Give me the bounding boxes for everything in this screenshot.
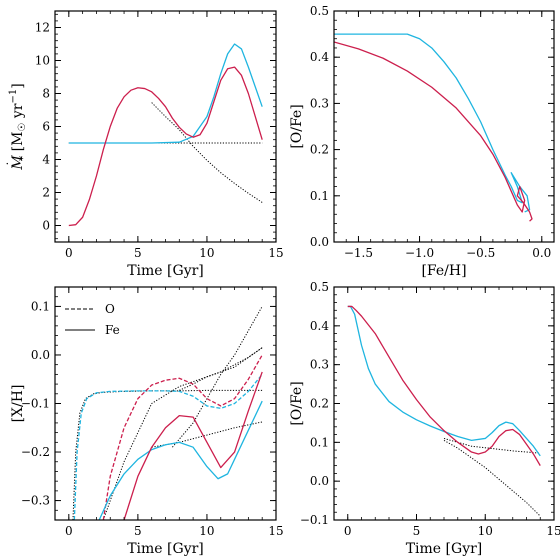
y-tick-label: 0.5 [310, 280, 329, 294]
series-group [68, 43, 263, 227]
y-label-sub: * [18, 156, 29, 161]
plot-frame [333, 286, 555, 521]
x-tick-label: 10 [199, 524, 214, 538]
y-axis-label: [O/Fe] [289, 381, 305, 425]
y-label-unit-tail: yr [10, 103, 26, 122]
legend: O Fe [65, 302, 120, 337]
y-tick-label: −0.3 [21, 494, 50, 508]
y-label-exp: −1 [8, 89, 19, 104]
series-group [72, 306, 263, 520]
y-tick-label: 4 [42, 153, 50, 167]
x-axis-label: Time [Gyr] [406, 541, 483, 557]
x-tick-label: −1.5 [344, 246, 373, 260]
x-tick-label: 0 [65, 524, 73, 538]
y-tick-label: 0 [42, 219, 50, 233]
y-tick-label: 0.1 [310, 189, 329, 203]
y-tick-label: 0.4 [310, 319, 329, 333]
series-group [347, 305, 541, 517]
series-line-black-dotted-0 [72, 389, 263, 520]
x-axis-label: Time [Gyr] [127, 263, 204, 279]
plot-frame [54, 10, 277, 243]
plot-frame [333, 10, 555, 243]
x-tick-label: 5 [134, 524, 142, 538]
y-tick-label: 0.2 [310, 397, 329, 411]
series-line-red-solid-8 [123, 371, 263, 520]
series-line-black-dotted-2 [102, 347, 263, 520]
y-tick-label: 0.3 [310, 96, 329, 110]
x-axis-label: [Fe/H] [421, 263, 466, 279]
y-tick-label: −0.1 [21, 397, 50, 411]
y-label-dot: · [1, 162, 14, 166]
legend-label: O [105, 302, 115, 316]
series-line-cyan-solid-7 [98, 400, 263, 520]
x-tick-label: 5 [413, 524, 421, 538]
series-line-black-dotted-1 [151, 102, 263, 203]
series-line-cyan-dashed-5 [73, 373, 263, 520]
y-tick-label: 0.0 [31, 348, 50, 362]
x-tick-label: 10 [478, 524, 493, 538]
legend-label: Fe [105, 323, 120, 337]
x-tick-label: 5 [134, 246, 142, 260]
y-tick-label: 0.2 [310, 143, 329, 157]
x-tick-label: 15 [268, 246, 283, 260]
series-line-cyan-solid-0 [334, 33, 531, 213]
y-tick-label: 0.1 [310, 435, 329, 449]
x-tick-label: 0 [65, 246, 73, 260]
x-tick-label: 10 [199, 246, 214, 260]
series-line-red-solid-3 [347, 305, 541, 466]
y-tick-label: 8 [42, 87, 50, 101]
plot-frame [54, 286, 277, 521]
y-tick-label: 0.0 [310, 235, 329, 249]
y-tick-label: 2 [42, 186, 50, 200]
x-tick-label: −1.0 [405, 246, 434, 260]
y-tick-label: 10 [35, 54, 50, 68]
series-line-cyan-solid-2 [68, 43, 263, 144]
y-label-close: ] [10, 83, 26, 88]
series-line-black-dotted-1 [443, 439, 541, 517]
panel-bottom-left: 0 5 10 15 −0.3 −0.2 −0.1 0.0 0.1 Time [Gyr] [X/H] O… [10, 286, 284, 557]
panel-top-right: −1.5 −1.0 −0.5 0.0 0.0 0.1 0.2 0.3 0.4 0.5 [Fe/H] [… [289, 4, 555, 279]
x-axis-label: Time [Gyr] [127, 541, 204, 557]
y-tick-label: 0.0 [310, 474, 329, 488]
x-tick-label: 0.0 [532, 246, 551, 260]
y-tick-label: −0.1 [300, 513, 329, 527]
panel-top-left: 0 5 10 15 0 2 4 6 8 10 12 Time [Gyr] M· * [M☉ yr−1] [1, 10, 284, 279]
series-line-black-dotted-4 [151, 421, 263, 448]
y-axis-label: [X/H] [10, 385, 26, 423]
y-tick-label: 6 [42, 120, 50, 134]
series-line-red-solid-1 [334, 41, 533, 222]
y-tick-label: −0.2 [21, 445, 50, 459]
x-tick-label: 15 [268, 524, 283, 538]
series-line-cyan-solid-2 [347, 305, 541, 457]
y-axis-label: M· * [M☉ yr−1] [1, 83, 29, 170]
panel-bottom-right: 0 5 10 15 −0.1 0.0 0.1 0.2 0.3 0.4 0.5 Time [Gyr] [O… [289, 280, 560, 557]
series-line-black-dotted-3 [172, 306, 263, 448]
y-tick-label: 0.3 [310, 358, 329, 372]
x-tick-label: −0.5 [466, 246, 495, 260]
y-tick-label: 0.1 [31, 299, 50, 313]
series-line-black-dotted-0 [443, 437, 541, 454]
y-label-unit: [M [10, 132, 26, 156]
y-tick-label: 12 [35, 21, 50, 35]
series-group [334, 33, 533, 222]
x-tick-label: 0 [344, 524, 352, 538]
y-tick-label: 0.4 [310, 50, 329, 64]
y-tick-label: 0.5 [310, 4, 329, 18]
y-label-sun: ☉ [17, 123, 28, 132]
x-tick-label: 15 [546, 524, 560, 538]
y-axis-label: [O/Fe] [289, 104, 305, 148]
series-line-red-solid-3 [68, 66, 263, 227]
series-line-red-dashed-6 [102, 354, 263, 520]
y-label-main: M [10, 155, 26, 171]
